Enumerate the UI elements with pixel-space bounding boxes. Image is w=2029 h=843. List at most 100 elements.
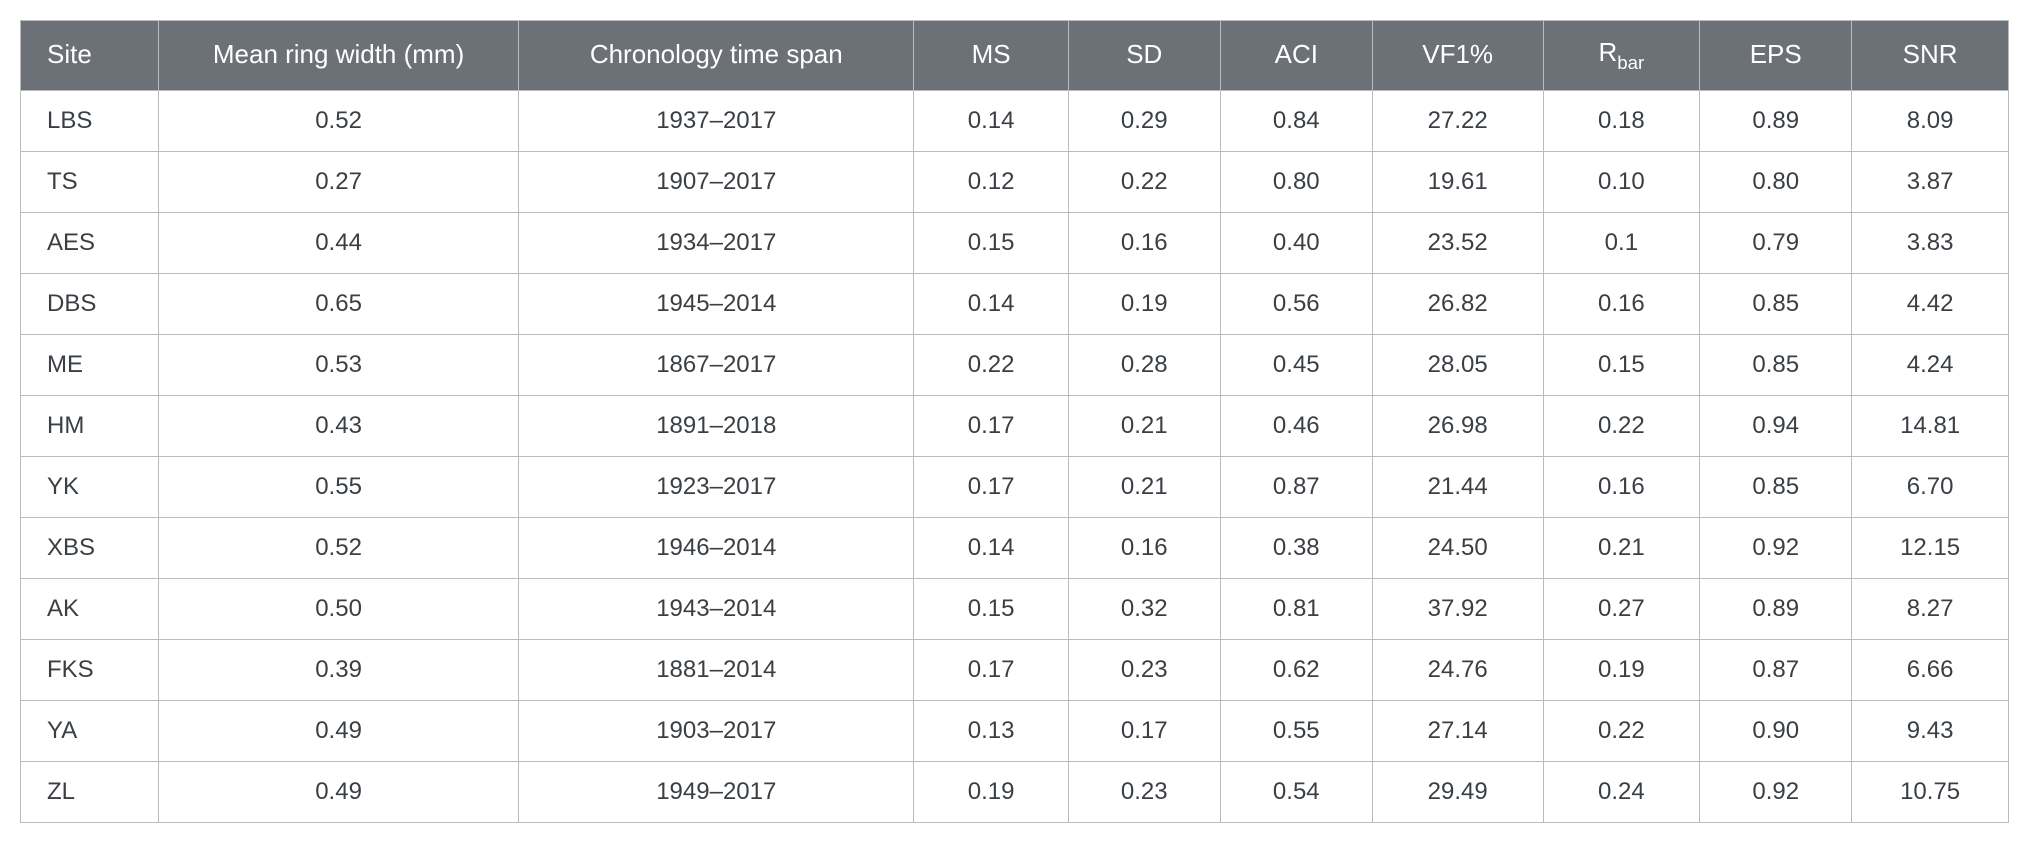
cell-timespan: 1907–2017 (519, 152, 914, 213)
table-row: AES0.441934–20170.150.160.4023.520.10.79… (21, 213, 2009, 274)
cell-site: AK (21, 579, 159, 640)
cell-sd: 0.29 (1068, 91, 1220, 152)
col-header-eps: EPS (1700, 21, 1852, 91)
table-header-row: SiteMean ring width (mm)Chronology time … (21, 21, 2009, 91)
cell-ms: 0.15 (914, 579, 1068, 640)
cell-ms: 0.17 (914, 396, 1068, 457)
cell-mean_rw: 0.44 (158, 213, 518, 274)
cell-ms: 0.22 (914, 335, 1068, 396)
cell-sd: 0.21 (1068, 396, 1220, 457)
cell-mean_rw: 0.52 (158, 91, 518, 152)
cell-sd: 0.23 (1068, 640, 1220, 701)
col-header-timespan: Chronology time span (519, 21, 914, 91)
cell-mean_rw: 0.53 (158, 335, 518, 396)
table-row: ZL0.491949–20170.190.230.5429.490.240.92… (21, 762, 2009, 823)
cell-rbar: 0.1 (1543, 213, 1700, 274)
cell-site: LBS (21, 91, 159, 152)
cell-rbar: 0.21 (1543, 518, 1700, 579)
cell-mean_rw: 0.49 (158, 762, 518, 823)
cell-vf1: 26.98 (1372, 396, 1543, 457)
cell-timespan: 1903–2017 (519, 701, 914, 762)
cell-snr: 3.87 (1852, 152, 2009, 213)
cell-ms: 0.17 (914, 457, 1068, 518)
cell-eps: 0.89 (1700, 91, 1852, 152)
table-row: LBS0.521937–20170.140.290.8427.220.180.8… (21, 91, 2009, 152)
cell-rbar: 0.16 (1543, 457, 1700, 518)
cell-ms: 0.12 (914, 152, 1068, 213)
cell-site: FKS (21, 640, 159, 701)
cell-ms: 0.17 (914, 640, 1068, 701)
cell-timespan: 1946–2014 (519, 518, 914, 579)
cell-site: AES (21, 213, 159, 274)
cell-rbar: 0.10 (1543, 152, 1700, 213)
cell-ms: 0.14 (914, 274, 1068, 335)
table-row: YK0.551923–20170.170.210.8721.440.160.85… (21, 457, 2009, 518)
cell-snr: 4.42 (1852, 274, 2009, 335)
cell-mean_rw: 0.50 (158, 579, 518, 640)
cell-eps: 0.92 (1700, 518, 1852, 579)
table-row: HM0.431891–20180.170.210.4626.980.220.94… (21, 396, 2009, 457)
cell-site: YA (21, 701, 159, 762)
cell-sd: 0.23 (1068, 762, 1220, 823)
cell-ms: 0.19 (914, 762, 1068, 823)
cell-vf1: 27.22 (1372, 91, 1543, 152)
cell-aci: 0.40 (1220, 213, 1372, 274)
cell-site: ME (21, 335, 159, 396)
cell-timespan: 1891–2018 (519, 396, 914, 457)
cell-vf1: 19.61 (1372, 152, 1543, 213)
cell-eps: 0.85 (1700, 335, 1852, 396)
cell-eps: 0.80 (1700, 152, 1852, 213)
cell-aci: 0.84 (1220, 91, 1372, 152)
cell-mean_rw: 0.52 (158, 518, 518, 579)
cell-timespan: 1881–2014 (519, 640, 914, 701)
cell-snr: 6.70 (1852, 457, 2009, 518)
col-header-site: Site (21, 21, 159, 91)
cell-vf1: 24.50 (1372, 518, 1543, 579)
table-row: XBS0.521946–20140.140.160.3824.500.210.9… (21, 518, 2009, 579)
cell-snr: 4.24 (1852, 335, 2009, 396)
cell-ms: 0.14 (914, 91, 1068, 152)
cell-rbar: 0.18 (1543, 91, 1700, 152)
cell-ms: 0.13 (914, 701, 1068, 762)
cell-aci: 0.46 (1220, 396, 1372, 457)
cell-site: HM (21, 396, 159, 457)
cell-sd: 0.22 (1068, 152, 1220, 213)
cell-snr: 9.43 (1852, 701, 2009, 762)
cell-mean_rw: 0.55 (158, 457, 518, 518)
cell-aci: 0.54 (1220, 762, 1372, 823)
cell-aci: 0.87 (1220, 457, 1372, 518)
cell-sd: 0.19 (1068, 274, 1220, 335)
cell-eps: 0.92 (1700, 762, 1852, 823)
cell-snr: 8.09 (1852, 91, 2009, 152)
rbar-label-main: R (1598, 37, 1617, 67)
table-row: TS0.271907–20170.120.220.8019.610.100.80… (21, 152, 2009, 213)
table-body: LBS0.521937–20170.140.290.8427.220.180.8… (21, 91, 2009, 823)
cell-vf1: 26.82 (1372, 274, 1543, 335)
cell-sd: 0.17 (1068, 701, 1220, 762)
col-header-snr: SNR (1852, 21, 2009, 91)
cell-snr: 14.81 (1852, 396, 2009, 457)
col-header-mean_rw: Mean ring width (mm) (158, 21, 518, 91)
cell-snr: 10.75 (1852, 762, 2009, 823)
cell-rbar: 0.24 (1543, 762, 1700, 823)
cell-sd: 0.32 (1068, 579, 1220, 640)
cell-rbar: 0.22 (1543, 701, 1700, 762)
table-head: SiteMean ring width (mm)Chronology time … (21, 21, 2009, 91)
cell-aci: 0.62 (1220, 640, 1372, 701)
cell-site: TS (21, 152, 159, 213)
cell-vf1: 37.92 (1372, 579, 1543, 640)
col-header-rbar: Rbar (1543, 21, 1700, 91)
cell-site: XBS (21, 518, 159, 579)
table-row: ME0.531867–20170.220.280.4528.050.150.85… (21, 335, 2009, 396)
cell-vf1: 21.44 (1372, 457, 1543, 518)
cell-aci: 0.38 (1220, 518, 1372, 579)
cell-aci: 0.45 (1220, 335, 1372, 396)
table-row: YA0.491903–20170.130.170.5527.140.220.90… (21, 701, 2009, 762)
col-header-aci: ACI (1220, 21, 1372, 91)
cell-mean_rw: 0.39 (158, 640, 518, 701)
cell-ms: 0.14 (914, 518, 1068, 579)
chronology-stats-table: SiteMean ring width (mm)Chronology time … (20, 20, 2009, 823)
cell-site: ZL (21, 762, 159, 823)
cell-snr: 6.66 (1852, 640, 2009, 701)
col-header-sd: SD (1068, 21, 1220, 91)
